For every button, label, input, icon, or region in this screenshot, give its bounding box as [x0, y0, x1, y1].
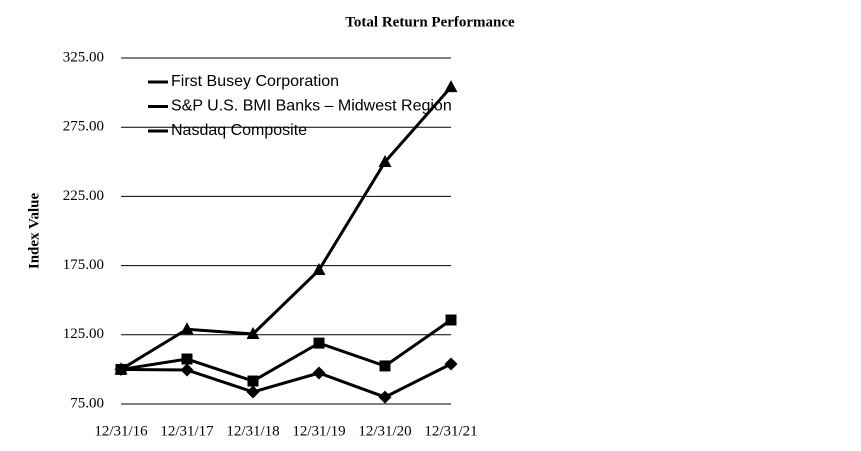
series-line — [120, 362, 452, 399]
y-tick-label: 75.00 — [70, 395, 104, 411]
marker — [313, 337, 325, 349]
marker — [180, 363, 194, 377]
y-axis-label: Index Value — [26, 193, 42, 270]
marker — [378, 154, 392, 167]
legend-label: First Busey Corporation — [171, 73, 339, 90]
marker — [247, 375, 259, 387]
marker — [246, 385, 260, 399]
y-tick-label: 225.00 — [63, 188, 104, 204]
series-line — [120, 86, 453, 371]
x-tick-label: 12/31/18 — [226, 423, 279, 439]
marker — [444, 80, 458, 93]
marker — [312, 263, 326, 276]
marker — [114, 362, 128, 375]
x-tick-label: 12/31/16 — [94, 423, 148, 439]
x-tick-label: 12/31/21 — [424, 423, 477, 439]
x-tick-label: 12/31/20 — [358, 423, 411, 439]
y-tick-label: 175.00 — [63, 257, 104, 273]
marker — [444, 357, 458, 371]
marker — [445, 314, 457, 326]
marker — [246, 326, 260, 339]
chart-title: Total Return Performance — [345, 14, 515, 30]
marker — [379, 360, 391, 372]
legend-label: S&P U.S. BMI Banks – Midwest Region — [171, 98, 452, 115]
marker — [181, 353, 193, 365]
x-tick-label: 12/31/19 — [292, 423, 345, 439]
y-tick-label: 125.00 — [63, 326, 104, 342]
y-tick-label: 325.00 — [63, 49, 104, 65]
x-tick-label: 12/31/17 — [160, 423, 214, 439]
series-line — [120, 318, 452, 383]
marker — [312, 366, 326, 380]
marker — [378, 390, 392, 404]
y-tick-label: 275.00 — [63, 119, 104, 135]
marker — [180, 322, 194, 335]
legend-label: Nasdaq Composite — [171, 122, 307, 139]
